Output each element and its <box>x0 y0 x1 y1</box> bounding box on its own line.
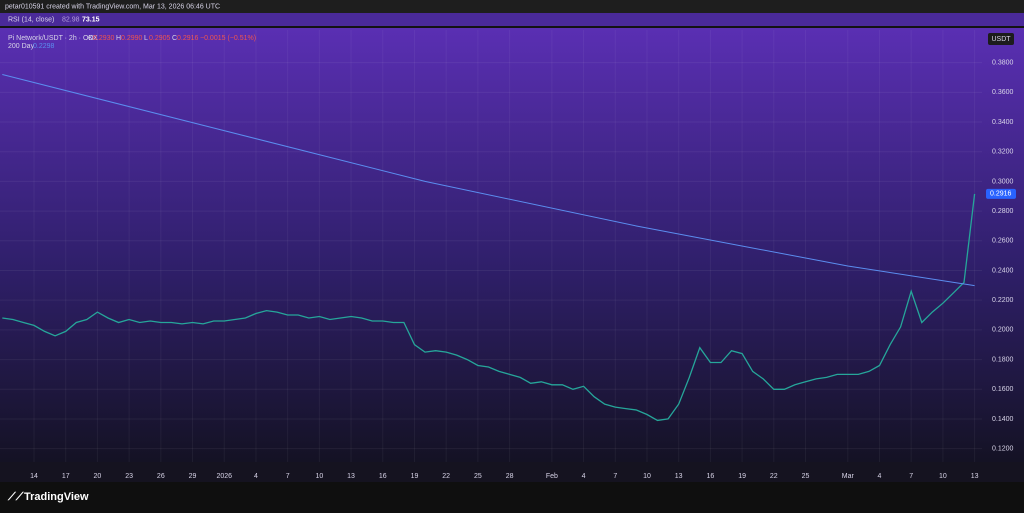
x-tick-label: 26 <box>157 473 165 480</box>
x-tick-label: 29 <box>189 473 197 480</box>
x-tick-label: 7 <box>909 473 913 480</box>
series-line <box>2 193 976 422</box>
x-tick-label: 20 <box>94 473 102 480</box>
x-tick-label: 13 <box>675 473 683 480</box>
x-tick-label: Mar <box>842 473 855 480</box>
x-tick-label: 25 <box>802 473 810 480</box>
ohlc-key: H <box>116 35 121 42</box>
ohlc-key: O <box>88 35 94 42</box>
header-text: petar010591 created with TradingView.com… <box>5 3 220 10</box>
price-tag <box>986 188 1016 199</box>
legend-ma: 200 Day <box>8 43 35 50</box>
x-tick-label: 23 <box>125 473 133 480</box>
x-tick-label: 16 <box>706 473 714 480</box>
currency: USDT <box>991 36 1011 43</box>
x-axis-bar <box>0 462 1024 482</box>
y-tick-label: 0.2000 <box>992 327 1014 334</box>
change: −0.0015 (−0.51%) <box>200 35 256 42</box>
x-tick-label: 13 <box>347 473 355 480</box>
x-tick-label: 17 <box>62 473 70 480</box>
y-tick-label: 0.2600 <box>992 238 1014 245</box>
x-tick-label: 22 <box>442 473 450 480</box>
legend-series: Pi Network/USDT · 2h · OKX <box>8 35 98 42</box>
y-tick-label: 0.1600 <box>992 386 1014 393</box>
y-tick-label: 0.2400 <box>992 267 1014 274</box>
ohlc-value: 0.2916 <box>177 35 199 42</box>
y-tick-label: 0.2800 <box>992 208 1014 215</box>
x-tick-label: 7 <box>286 473 290 480</box>
rsi-value: 73.15 <box>82 16 100 23</box>
y-tick-label: 0.1400 <box>992 416 1014 423</box>
rsi-label: RSI (14, close) <box>8 16 54 23</box>
top-bar <box>0 0 1024 13</box>
x-tick-label: 7 <box>613 473 617 480</box>
x-tick-label: 28 <box>506 473 514 480</box>
x-tick-label: 2026 <box>216 473 232 480</box>
currency-box <box>988 33 1014 45</box>
x-tick-label: 25 <box>474 473 482 480</box>
footer <box>0 482 1024 513</box>
x-tick-label: 10 <box>939 473 947 480</box>
ohlc-value: 0.2905 <box>149 35 171 42</box>
x-tick-label: 19 <box>738 473 746 480</box>
x-tick-label: 22 <box>770 473 778 480</box>
y-tick-label: 0.3000 <box>992 178 1014 185</box>
y-tick-label: 0.3200 <box>992 149 1014 156</box>
rsi-value: 82.98 <box>62 16 80 23</box>
y-tick-label: 0.1200 <box>992 445 1014 452</box>
y-tick-label: 0.1800 <box>992 356 1014 363</box>
ohlc-key: C <box>172 35 177 42</box>
x-tick-label: 14 <box>30 473 38 480</box>
y-tick-label: 0.3400 <box>992 119 1014 126</box>
price-tag-label: 0.2916 <box>990 191 1012 198</box>
x-tick-label: 16 <box>379 473 387 480</box>
x-tick-label: Feb <box>546 473 558 480</box>
plot-area <box>0 28 1024 462</box>
x-tick-label: 4 <box>254 473 258 480</box>
ohlc-key: L <box>144 35 148 42</box>
ohlc-value: 0.2990 <box>121 35 143 42</box>
rsi-panel <box>0 13 1024 26</box>
x-tick-label: 4 <box>582 473 586 480</box>
y-tick-label: 0.2200 <box>992 297 1014 304</box>
series-line <box>2 74 975 287</box>
x-tick-label: 10 <box>643 473 651 480</box>
brand-logo: ⟋⟋ <box>7 491 25 503</box>
x-tick-label: 19 <box>411 473 419 480</box>
legend-ma-value: 0.2298 <box>33 43 55 50</box>
ohlc-value: 0.2930 <box>93 35 115 42</box>
y-tick-label: 0.3800 <box>992 60 1014 67</box>
x-tick-label: 4 <box>878 473 882 480</box>
brand: TradingView <box>24 491 89 503</box>
y-tick-label: 0.3600 <box>992 89 1014 96</box>
x-tick-label: 13 <box>971 473 979 480</box>
x-tick-label: 10 <box>315 473 323 480</box>
